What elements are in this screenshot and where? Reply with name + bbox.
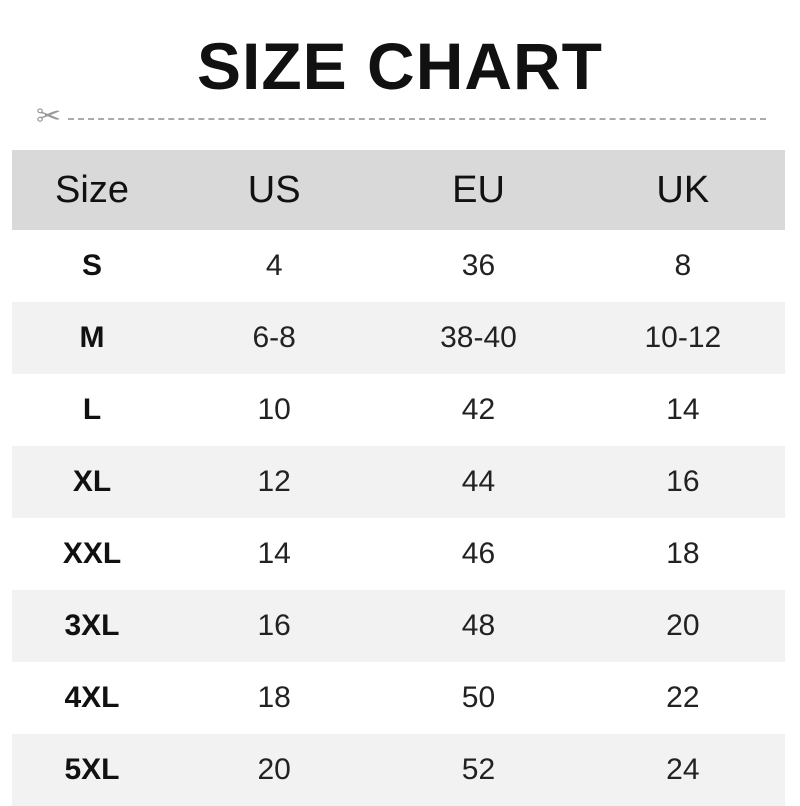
- cell-eu: 50: [461, 681, 496, 714]
- cell-uk: 20: [580, 590, 785, 662]
- cell-us: 16: [172, 590, 377, 662]
- table-row: 4XL 18 50 22: [12, 662, 785, 734]
- cell-size: 3XL: [12, 590, 172, 662]
- cell-eu: 36: [461, 249, 496, 282]
- cell-size: M: [12, 302, 172, 374]
- header-uk: UK: [580, 150, 785, 230]
- cell-us: 20: [172, 734, 377, 806]
- cell-uk: 8: [674, 249, 692, 282]
- table-row: XXL 14 46 18: [12, 518, 785, 590]
- cell-eu: 48: [376, 590, 581, 662]
- cell-eu: 38-40: [376, 302, 581, 374]
- table-row: 3XL 16 48 20: [12, 590, 785, 662]
- table-header: Size US EU UK: [12, 150, 785, 230]
- cell-size: S: [81, 249, 102, 282]
- table-row: 5XL 20 52 24: [12, 734, 785, 806]
- cell-us: 18: [257, 681, 291, 714]
- cell-uk: 16: [580, 446, 785, 518]
- scissors-icon: ✂: [36, 100, 62, 133]
- cell-uk: 18: [666, 537, 700, 570]
- cell-size: 4XL: [64, 681, 120, 714]
- header-eu: EU: [376, 150, 581, 230]
- page-title: SIZE CHART: [197, 29, 603, 103]
- cell-us: 4: [265, 249, 283, 282]
- header-size: Size: [12, 150, 172, 230]
- table-row: M 6-8 38-40 10-12: [12, 302, 785, 374]
- cell-size: XL: [12, 446, 172, 518]
- cut-line: ✂: [36, 102, 766, 132]
- cell-size: XXL: [62, 537, 122, 570]
- cell-us: 12: [172, 446, 377, 518]
- cell-eu: 44: [376, 446, 581, 518]
- header-us: US: [172, 150, 377, 230]
- size-table: Size US EU UK S 4 36 8 M 6-8 38-40 10-12 L 10 42 14…: [12, 150, 785, 806]
- cell-uk: 24: [580, 734, 785, 806]
- cell-eu: 46: [461, 537, 496, 570]
- cell-size: L: [82, 393, 102, 426]
- dashed-divider: [68, 118, 766, 120]
- cell-uk: 10-12: [580, 302, 785, 374]
- table-row: L 10 42 14: [12, 374, 785, 446]
- cell-us: 6-8: [172, 302, 377, 374]
- table-row: S 4 36 8: [12, 230, 785, 302]
- cell-uk: 14: [666, 393, 700, 426]
- cell-eu: 52: [376, 734, 581, 806]
- cell-size: 5XL: [12, 734, 172, 806]
- cell-eu: 42: [461, 393, 496, 426]
- cell-us: 10: [257, 393, 291, 426]
- cell-uk: 22: [666, 681, 700, 714]
- cell-us: 14: [257, 537, 291, 570]
- table-row: XL 12 44 16: [12, 446, 785, 518]
